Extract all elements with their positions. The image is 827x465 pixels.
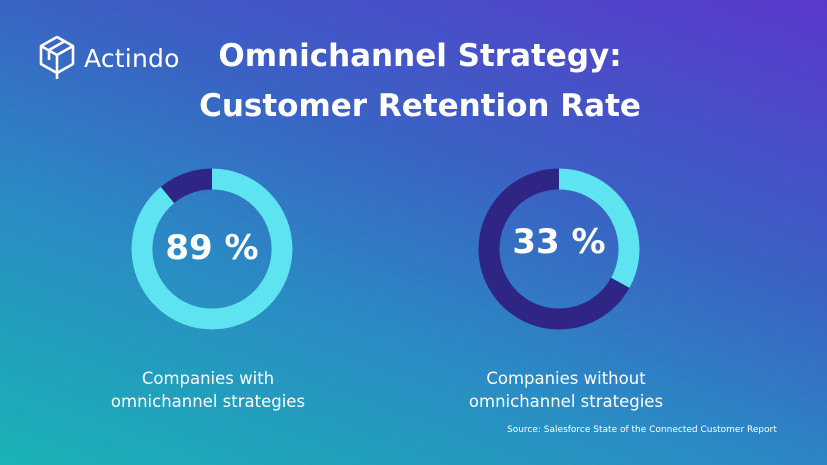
donut-chart-without-omnichannel: 33 % [478, 168, 640, 330]
actindo-logo-icon [39, 35, 75, 79]
caption-without-omnichannel: Companies without omnichannel strategies [446, 367, 686, 413]
donut-chart-with-omnichannel: 89 % [131, 168, 293, 330]
actindo-logo: Actindo [38, 34, 180, 82]
donut-value-arc [478, 168, 640, 330]
caption-with-omnichannel: Companies with omnichannel strategies [88, 367, 328, 413]
donut-value-label: 33 % [512, 222, 606, 262]
caption-line-1: Companies with [141, 369, 275, 388]
donut-value-arc [131, 168, 293, 330]
donut-value-label: 89 % [165, 228, 259, 268]
caption-line-2: omnichannel strategies [110, 392, 306, 411]
caption-line-2: omnichannel strategies [468, 392, 664, 411]
title-line-2: Customer Retention Rate [199, 88, 641, 124]
source-note: Source: Salesforce State of the Connecte… [507, 425, 777, 435]
brand-name: Actindo [84, 43, 180, 73]
caption-line-1: Companies without [486, 369, 646, 388]
title-line-1: Omnichannel Strategy: [218, 38, 622, 74]
